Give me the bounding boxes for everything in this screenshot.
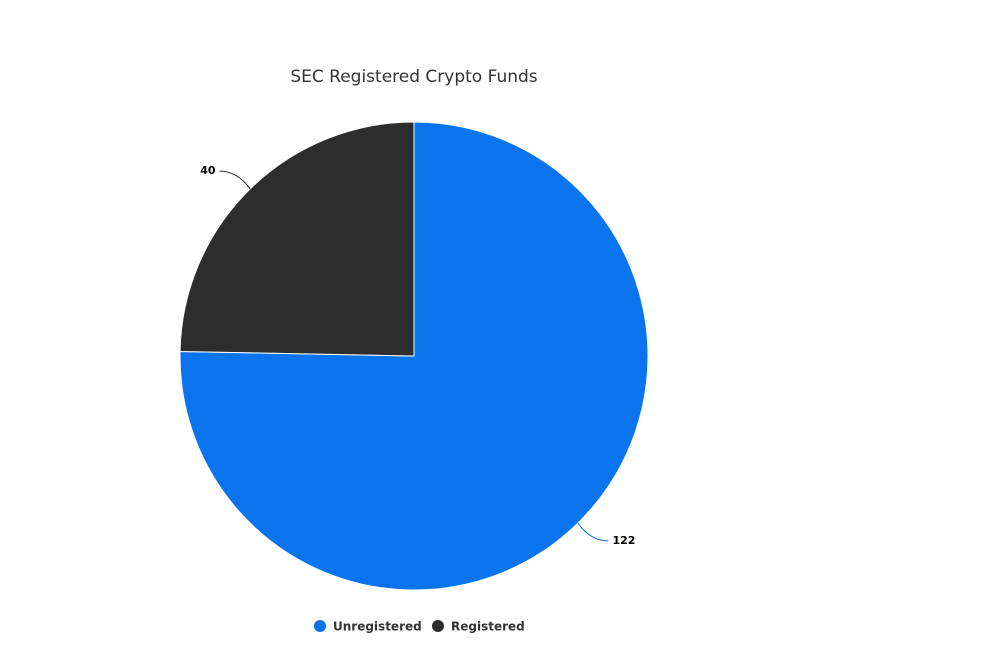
legend-label: Registered xyxy=(451,620,525,634)
legend-label: Unregistered xyxy=(333,620,422,634)
pie-slice xyxy=(179,121,415,357)
label-connector xyxy=(219,170,251,190)
legend-marker xyxy=(314,620,326,632)
legend-marker xyxy=(432,620,444,632)
data-label: 40 xyxy=(200,164,216,177)
label-connector xyxy=(577,522,609,542)
data-label: 122 xyxy=(612,534,635,547)
chart-title: SEC Registered Crypto Funds xyxy=(290,67,537,87)
